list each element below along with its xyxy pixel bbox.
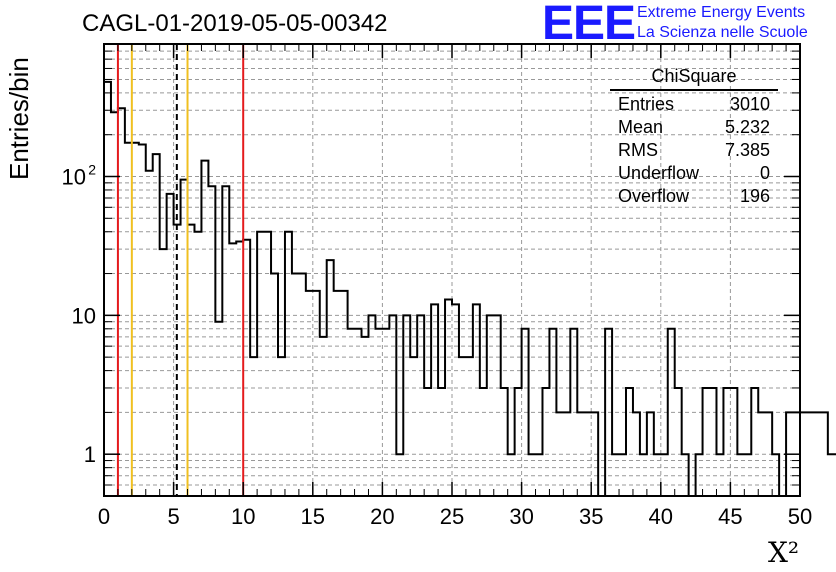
eee-logo: EEE bbox=[542, 0, 636, 50]
logo-line-1: Extreme Energy Events bbox=[637, 4, 806, 21]
histogram-bin bbox=[264, 232, 271, 496]
histogram-bin bbox=[292, 274, 299, 496]
histogram-bin bbox=[181, 180, 188, 496]
axis-ticks bbox=[103, 43, 801, 497]
stats-title: ChiSquare bbox=[610, 66, 778, 91]
histogram-bin bbox=[828, 454, 835, 496]
histogram-bin bbox=[236, 242, 243, 496]
x-axis-label: X² bbox=[768, 536, 800, 569]
histogram-bin bbox=[487, 315, 494, 496]
histogram-bin bbox=[814, 412, 821, 496]
histogram-bin bbox=[403, 315, 410, 496]
histogram-bin bbox=[410, 357, 417, 496]
histogram-bin bbox=[118, 108, 125, 496]
stats-value: 3010 bbox=[729, 94, 770, 114]
histogram-bin bbox=[807, 412, 814, 496]
stats-row: Underflow 0 bbox=[610, 162, 778, 185]
histogram-bin bbox=[459, 357, 466, 496]
stats-row: Mean 5.232 bbox=[610, 116, 778, 139]
histogram-bin bbox=[132, 143, 139, 496]
histogram-bin bbox=[438, 388, 445, 496]
x-tick-label: 5 bbox=[167, 504, 179, 529]
y-tick-label: 10 bbox=[62, 164, 86, 189]
histogram-bin bbox=[723, 388, 730, 496]
x-tick-label: 45 bbox=[718, 504, 742, 529]
histogram-bin bbox=[257, 232, 264, 496]
x-tick-label: 50 bbox=[788, 504, 812, 529]
stats-value: 0 bbox=[759, 163, 770, 183]
histogram-bin bbox=[222, 186, 229, 496]
logo-line-2: La Scienza nelle Scuole bbox=[637, 24, 808, 41]
x-tick-label: 35 bbox=[579, 504, 603, 529]
histogram-bin bbox=[160, 249, 167, 496]
stats-row: RMS 7.385 bbox=[610, 139, 778, 162]
histogram-bin bbox=[278, 357, 285, 496]
histogram-bin bbox=[125, 143, 132, 496]
histogram-bin bbox=[480, 388, 487, 496]
x-tick-label: 25 bbox=[440, 504, 464, 529]
histogram-bin bbox=[243, 240, 250, 496]
stats-label: Entries bbox=[618, 94, 675, 114]
histogram-bin bbox=[167, 194, 174, 496]
histogram-bin bbox=[368, 315, 375, 496]
histogram-bin bbox=[153, 154, 160, 496]
histogram-bin bbox=[626, 388, 633, 496]
y-tick-label: 1 bbox=[84, 442, 96, 467]
histogram-bin bbox=[299, 274, 306, 496]
reference-lines bbox=[116, 44, 245, 496]
x-tick-label: 20 bbox=[370, 504, 394, 529]
histogram-bin bbox=[146, 171, 153, 496]
histogram-bin bbox=[542, 388, 549, 496]
histogram-bin bbox=[139, 144, 146, 496]
stats-value: 7.385 bbox=[724, 140, 770, 160]
histogram-bin bbox=[417, 315, 424, 496]
histogram-bin bbox=[821, 412, 828, 496]
histogram-bin bbox=[730, 388, 737, 496]
histogram-bin bbox=[271, 274, 278, 496]
histogram-bin bbox=[703, 388, 710, 496]
y-tick-label: 10 bbox=[72, 303, 96, 328]
histogram-bin bbox=[208, 186, 215, 496]
histogram-bin bbox=[751, 388, 758, 496]
histogram-bin bbox=[229, 243, 236, 496]
histogram-bin bbox=[424, 388, 431, 496]
histogram-bin bbox=[389, 315, 396, 496]
stats-value: 196 bbox=[739, 186, 770, 206]
x-tick-label: 40 bbox=[649, 504, 673, 529]
histogram-bin bbox=[111, 112, 118, 496]
stats-label: Underflow bbox=[618, 163, 700, 183]
stats-value: 5.232 bbox=[724, 117, 770, 137]
x-tick-label: 10 bbox=[231, 504, 255, 529]
x-tick-label: 30 bbox=[509, 504, 533, 529]
histogram-bin bbox=[320, 337, 327, 496]
histogram-bin bbox=[194, 232, 201, 496]
histogram-bin bbox=[675, 388, 682, 496]
plot-title: CAGL-01-2019-05-05-00342 bbox=[82, 10, 388, 37]
stats-label: Overflow bbox=[618, 186, 690, 206]
histogram-bin bbox=[188, 225, 195, 496]
y-axis-label: Entries/bin bbox=[4, 57, 34, 180]
stats-box: ChiSquare Entries 3010 Mean 5.232 RMS 7.385… bbox=[610, 66, 778, 208]
y-tick-label-exponent: 2 bbox=[88, 161, 96, 177]
histogram-bin bbox=[285, 232, 292, 496]
x-tick-label: 0 bbox=[98, 504, 110, 529]
stats-label: RMS bbox=[618, 140, 658, 160]
histogram-bin bbox=[710, 388, 717, 496]
histogram-bin bbox=[215, 322, 222, 496]
histogram-bin bbox=[250, 357, 257, 496]
histogram-bin bbox=[362, 337, 369, 496]
histogram-bin bbox=[501, 388, 508, 496]
histogram-bin bbox=[515, 388, 522, 496]
stats-label: Mean bbox=[618, 117, 664, 137]
stats-row: Entries 3010 bbox=[610, 93, 778, 116]
histogram-bin bbox=[800, 412, 807, 496]
x-tick-label: 15 bbox=[301, 504, 325, 529]
histogram-bin bbox=[104, 82, 111, 496]
histogram-bin bbox=[466, 357, 473, 496]
stats-row: Overflow 196 bbox=[610, 185, 778, 208]
histogram-bin bbox=[494, 315, 501, 496]
